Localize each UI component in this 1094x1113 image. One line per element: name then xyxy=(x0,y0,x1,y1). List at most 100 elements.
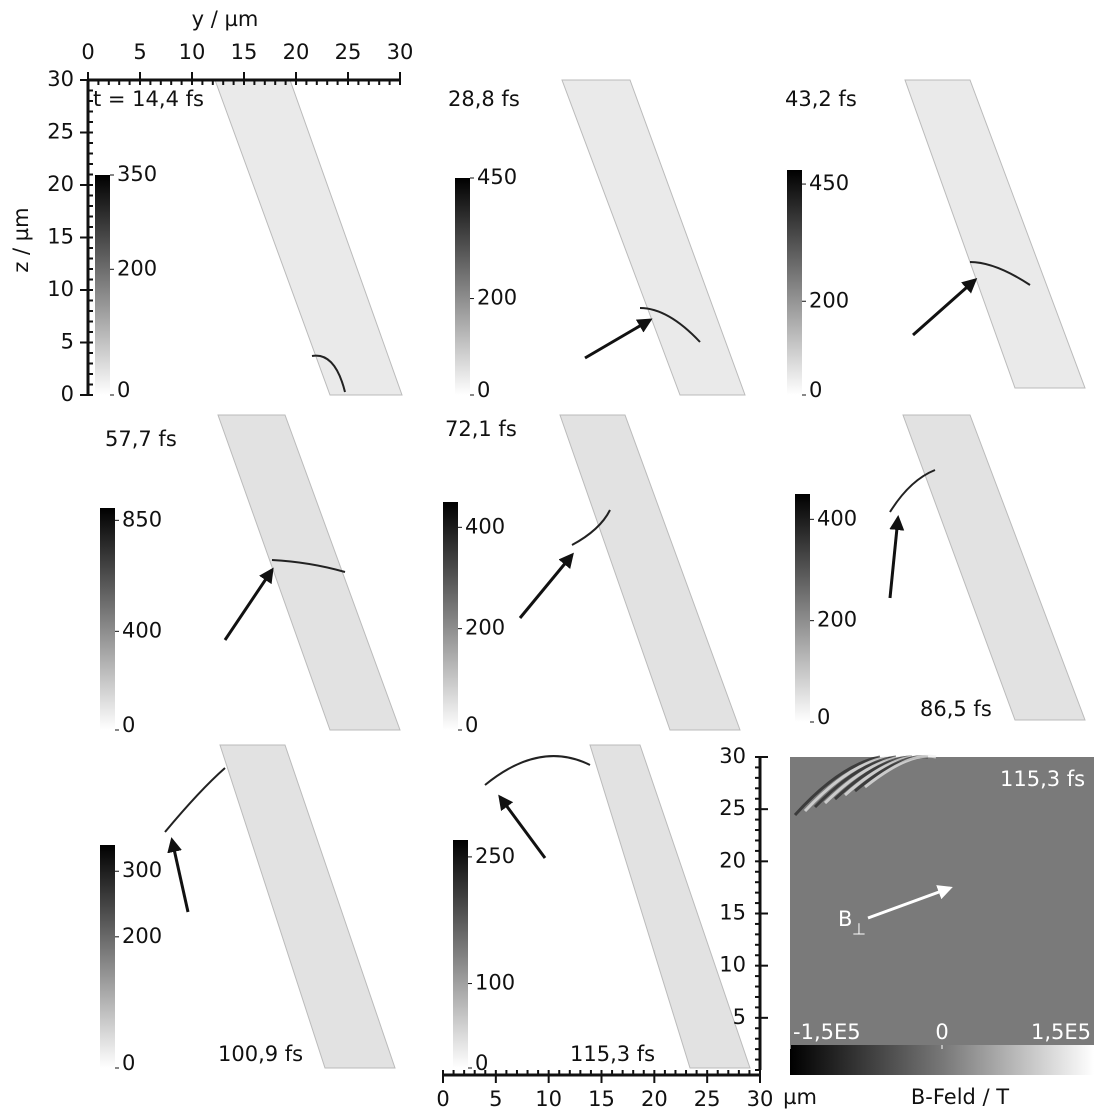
target-band xyxy=(217,414,401,731)
target-band xyxy=(559,414,741,731)
colorbar xyxy=(787,170,802,395)
colorbar-tick-label: 350 xyxy=(117,162,157,186)
tick-label: 10 xyxy=(179,40,206,64)
colorbar-tick-label: 450 xyxy=(477,165,517,189)
colorbar-tick-label: 200 xyxy=(117,256,157,280)
tick-label: 20 xyxy=(47,172,74,196)
time-label: 72,1 fs xyxy=(445,417,517,441)
time-label: 115,3 fs xyxy=(570,1042,655,1066)
time-label: t = 14,4 fs xyxy=(93,87,204,111)
target-band xyxy=(214,79,403,396)
colorbar xyxy=(95,175,110,395)
arrow xyxy=(167,837,190,913)
field-wave xyxy=(793,755,881,817)
colorbar-tick-label: 200 xyxy=(809,288,849,312)
target-band xyxy=(589,744,751,1069)
shock-front xyxy=(164,767,226,833)
arrow xyxy=(223,567,274,641)
colorbar-tick-label: 100 xyxy=(475,971,515,995)
colorbar-tick-label: 400 xyxy=(465,514,505,538)
tick-label: 15 xyxy=(231,40,258,64)
shock-front xyxy=(639,307,701,343)
colorbar-tick-label: 1,5E5 xyxy=(1031,1020,1091,1044)
time-label: 115,3 fs xyxy=(1000,767,1085,791)
tick-label: 20 xyxy=(283,40,310,64)
vector-label: B xyxy=(838,907,852,931)
tick-label: 0 xyxy=(436,1087,449,1111)
tick-label: 20 xyxy=(719,848,746,872)
colorbar-tick-label: 250 xyxy=(475,844,515,868)
colorbar-tick-label: 300 xyxy=(122,858,162,882)
colorbar-tick-label: 200 xyxy=(817,608,857,632)
unit-label: µm xyxy=(783,1085,817,1109)
colorbar-tick-label: 200 xyxy=(465,616,505,640)
y-axis-label: y / µm xyxy=(192,7,259,31)
tick-label: 15 xyxy=(719,901,746,925)
tick-label: 30 xyxy=(719,744,746,768)
colorbar-tick-label: 0 xyxy=(935,1020,948,1044)
colorbar xyxy=(455,178,470,395)
colorbar-tick-label: 0 xyxy=(477,378,490,402)
tick-label: 5 xyxy=(489,1087,502,1111)
vector-subscript: ⊥ xyxy=(852,920,866,939)
target-band xyxy=(902,414,1086,721)
time-label: 100,9 fs xyxy=(218,1042,303,1066)
colorbar-tick-label: 0 xyxy=(475,1051,488,1075)
colorbar-tick-label: 0 xyxy=(465,713,478,737)
tick-label: 25 xyxy=(335,40,362,64)
tick-label: 25 xyxy=(47,120,74,144)
shock-front xyxy=(271,559,346,573)
tick-label: 20 xyxy=(641,1087,668,1111)
arrow xyxy=(518,552,574,619)
tick-label: 25 xyxy=(694,1087,721,1111)
colorbar xyxy=(795,494,810,722)
tick-label: 0 xyxy=(81,40,94,64)
colorbar-tick-label: 200 xyxy=(122,924,162,948)
time-label: 86,5 fs xyxy=(920,697,992,721)
tick-label: 10 xyxy=(535,1087,562,1111)
field-wave xyxy=(813,755,897,809)
tick-label: 5 xyxy=(733,1005,746,1029)
tick-label: 30 xyxy=(47,67,74,91)
tick-label: 30 xyxy=(387,40,414,64)
time-label: 28,8 fs xyxy=(448,87,520,111)
arrow xyxy=(912,278,978,337)
colorbar-tick-label: 0 xyxy=(817,705,830,729)
tick-label: 25 xyxy=(719,796,746,820)
arrow xyxy=(888,515,905,599)
field-map xyxy=(790,757,1094,1045)
colorbar-tick-label: 0 xyxy=(122,1051,135,1075)
target-band xyxy=(561,79,746,396)
shock-front xyxy=(311,354,346,393)
tick-label: 30 xyxy=(747,1087,774,1111)
tick-label: 15 xyxy=(588,1087,615,1111)
colorbar-tick-label: 400 xyxy=(817,506,857,530)
tick-label: 10 xyxy=(719,953,746,977)
panel-art xyxy=(164,79,1094,1069)
colorbar-tick-label: 0 xyxy=(809,378,822,402)
time-label: 43,2 fs xyxy=(785,87,857,111)
colorbar xyxy=(100,845,115,1068)
colorbar-tick-label: -1,5E5 xyxy=(793,1020,861,1044)
arrow xyxy=(498,794,547,859)
colorbar-tick-label: 0 xyxy=(117,378,130,402)
arrow xyxy=(867,885,953,920)
colorbar xyxy=(453,840,468,1068)
target-band xyxy=(219,744,396,1069)
target-band xyxy=(904,79,1086,389)
colorbar-tick-label: 200 xyxy=(477,286,517,310)
tick-label: 5 xyxy=(61,330,74,354)
shock-front xyxy=(484,755,591,786)
tick-label: 5 xyxy=(133,40,146,64)
colorbar-tick-label: 400 xyxy=(122,618,162,642)
field-wave xyxy=(803,755,889,813)
tick-label: 10 xyxy=(47,277,74,301)
tick-label: 0 xyxy=(61,382,74,406)
time-label: 57,7 fs xyxy=(105,427,177,451)
colorbar-label: B-Feld / T xyxy=(911,1085,1009,1109)
colorbar xyxy=(790,1045,1094,1075)
colorbar-tick-label: 850 xyxy=(122,507,162,531)
field-wave xyxy=(864,754,937,789)
shock-front xyxy=(889,469,936,513)
